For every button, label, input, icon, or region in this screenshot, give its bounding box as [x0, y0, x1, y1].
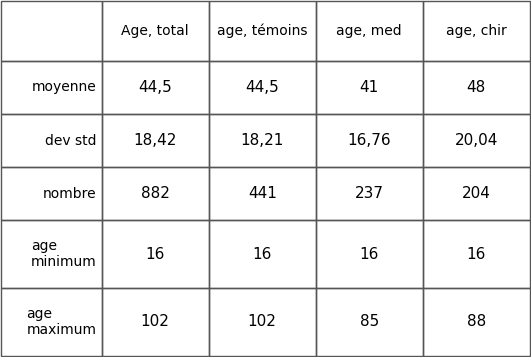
Text: 18,42: 18,42 [133, 133, 177, 148]
Text: age
maximum: age maximum [27, 307, 97, 337]
Text: 20,04: 20,04 [455, 133, 498, 148]
Text: Age, total: Age, total [122, 24, 189, 38]
Text: 44,5: 44,5 [139, 80, 172, 95]
Text: 16: 16 [359, 247, 379, 262]
Text: 48: 48 [467, 80, 486, 95]
Text: 88: 88 [467, 314, 486, 329]
Text: age, med: age, med [336, 24, 402, 38]
Text: dev std: dev std [45, 134, 97, 148]
Text: age, témoins: age, témoins [217, 24, 307, 38]
Text: 441: 441 [248, 186, 277, 201]
Text: nombre: nombre [43, 187, 97, 201]
Text: 237: 237 [355, 186, 384, 201]
Text: age, chir: age, chir [446, 24, 507, 38]
Text: 204: 204 [461, 186, 491, 201]
Text: age
minimum: age minimum [31, 239, 97, 270]
Text: moyenne: moyenne [32, 80, 97, 94]
Text: 16,76: 16,76 [347, 133, 391, 148]
Text: 16: 16 [253, 247, 272, 262]
Text: 85: 85 [359, 314, 379, 329]
Text: 41: 41 [359, 80, 379, 95]
Text: 882: 882 [141, 186, 170, 201]
Text: 16: 16 [145, 247, 165, 262]
Text: 102: 102 [141, 314, 170, 329]
Text: 18,21: 18,21 [241, 133, 284, 148]
Text: 102: 102 [248, 314, 277, 329]
Text: 44,5: 44,5 [245, 80, 279, 95]
Text: 16: 16 [466, 247, 486, 262]
